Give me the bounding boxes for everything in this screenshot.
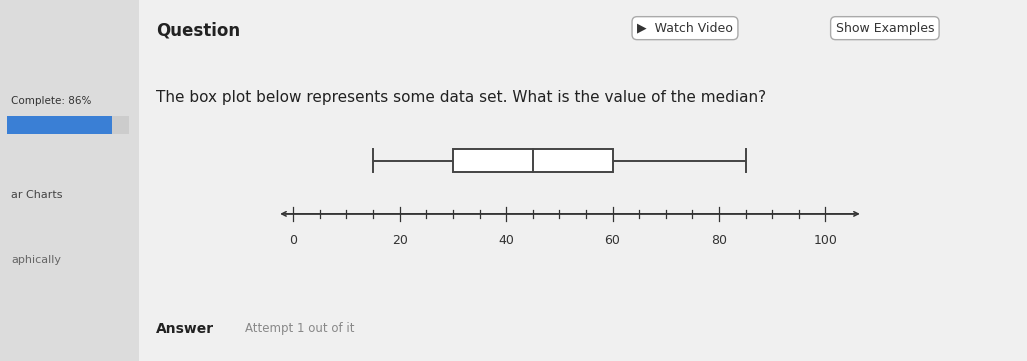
Text: Complete: 86%: Complete: 86% xyxy=(11,96,91,106)
Text: Attempt 1 out of it: Attempt 1 out of it xyxy=(245,322,354,335)
Text: The box plot below represents some data set. What is the value of the median?: The box plot below represents some data … xyxy=(156,90,766,105)
Text: Question: Question xyxy=(156,22,240,40)
FancyBboxPatch shape xyxy=(7,116,129,134)
Text: 80: 80 xyxy=(711,234,727,247)
Text: 40: 40 xyxy=(498,234,515,247)
Text: 60: 60 xyxy=(605,234,620,247)
Text: 100: 100 xyxy=(813,234,837,247)
Bar xyxy=(453,149,612,172)
Text: aphically: aphically xyxy=(11,255,61,265)
Text: ▶  Watch Video: ▶ Watch Video xyxy=(637,22,733,35)
Text: ar Charts: ar Charts xyxy=(11,190,63,200)
FancyBboxPatch shape xyxy=(7,116,112,134)
Text: 0: 0 xyxy=(290,234,297,247)
Text: Answer: Answer xyxy=(156,322,215,335)
Text: 20: 20 xyxy=(391,234,408,247)
Text: Show Examples: Show Examples xyxy=(836,22,935,35)
